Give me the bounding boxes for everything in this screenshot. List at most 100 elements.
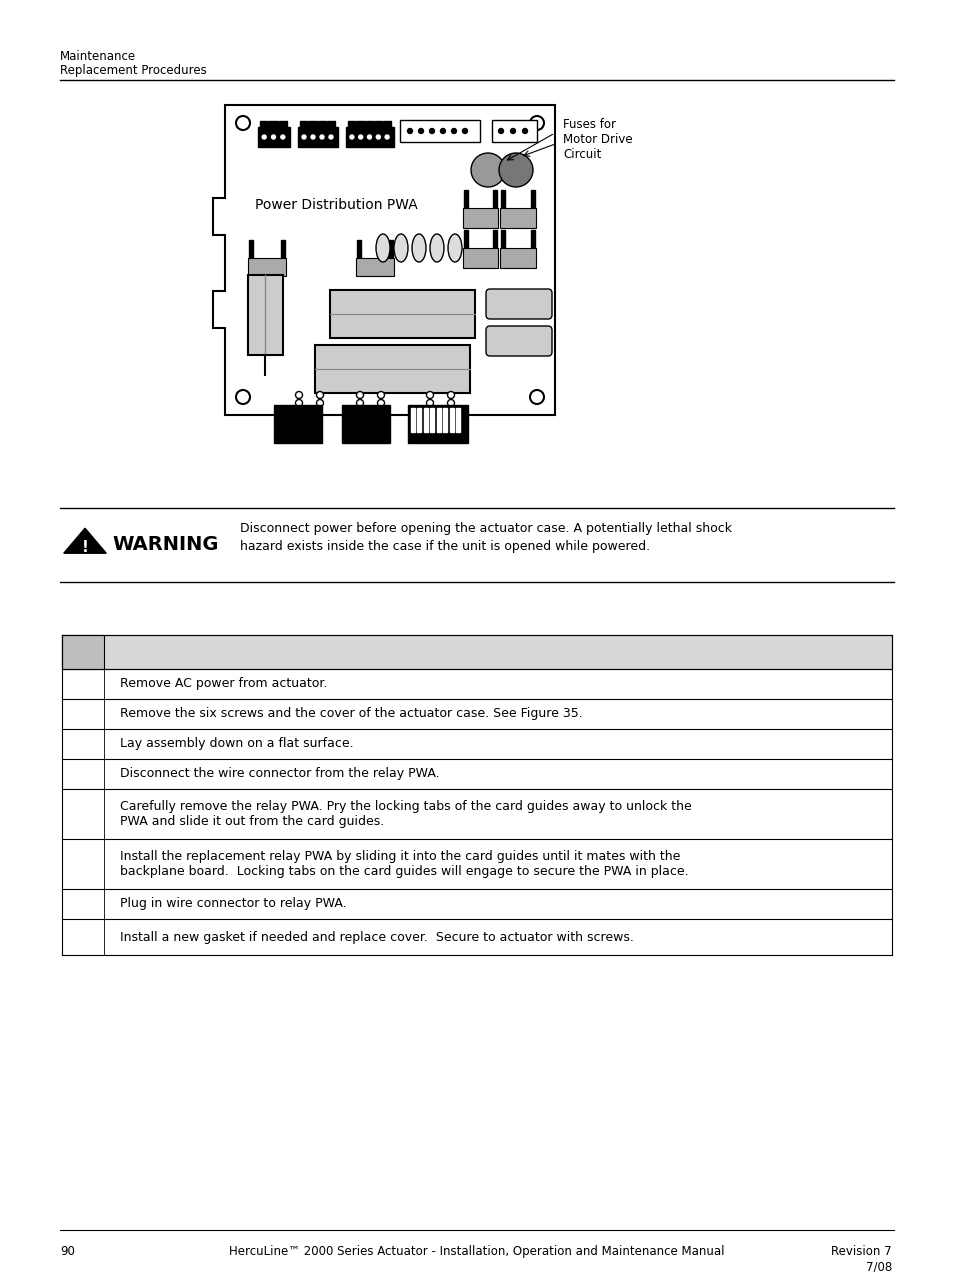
Text: Lay assembly down on a flat surface.: Lay assembly down on a flat surface. [120,738,354,750]
Circle shape [418,128,423,134]
Text: Fuses for
Motor Drive
Circuit: Fuses for Motor Drive Circuit [562,118,632,162]
Bar [317,121,326,127]
Circle shape [319,135,324,139]
Ellipse shape [448,234,461,262]
Circle shape [498,128,503,134]
Circle shape [295,399,302,407]
FancyBboxPatch shape [485,326,552,356]
Text: !: ! [81,541,89,555]
Circle shape [385,135,389,139]
Text: Install the replacement relay PWA by sliding it into the card guides until it ma: Install the replacement relay PWA by sli… [120,850,688,878]
Circle shape [522,128,527,134]
Bar [314,345,470,393]
Circle shape [377,399,384,407]
Circle shape [367,135,371,139]
Bar [500,248,536,268]
Text: Disconnect the wire connector from the relay PWA.: Disconnect the wire connector from the r… [120,767,439,781]
Text: Carefully remove the relay PWA. Pry the locking tabs of the card guides away to : Carefully remove the relay PWA. Pry the … [120,800,691,828]
Ellipse shape [412,234,426,262]
Bar [269,121,277,127]
Circle shape [462,128,467,134]
FancyBboxPatch shape [485,289,552,319]
Polygon shape [64,528,106,553]
Bar [399,120,479,142]
Ellipse shape [430,234,443,262]
Bar [531,190,535,209]
Bar [462,248,498,268]
Bar [330,290,475,338]
Text: Remove AC power from actuator.: Remove AC power from actuator. [120,678,327,691]
Circle shape [426,392,433,398]
Bar [278,121,287,127]
Circle shape [316,399,323,407]
Bar [374,121,382,127]
Circle shape [440,128,445,134]
Circle shape [530,116,543,130]
Circle shape [316,392,323,398]
Bar [408,404,468,435]
Bar [463,190,468,209]
Bar [274,435,322,443]
Bar [299,121,308,127]
Bar [493,190,497,209]
Bar [274,404,322,435]
Text: Plug in wire connector to relay PWA.: Plug in wire connector to relay PWA. [120,898,346,911]
Circle shape [358,135,362,139]
Bar [411,408,415,432]
Circle shape [510,128,515,134]
Bar [383,121,391,127]
Text: HercuLine™ 2000 Series Actuator - Installation, Operation and Maintenance Manual: HercuLine™ 2000 Series Actuator - Instal… [229,1245,724,1258]
Circle shape [447,392,454,398]
Text: Disconnect power before opening the actuator case. A potentially lethal shock
ha: Disconnect power before opening the actu… [240,522,731,553]
Bar [248,275,283,355]
Circle shape [530,391,543,404]
Bar [430,408,434,432]
Text: Power Distribution PWA: Power Distribution PWA [254,198,417,212]
Bar [463,230,468,248]
Bar [248,258,286,276]
Circle shape [377,392,384,398]
Circle shape [295,392,302,398]
Text: Revision 7
7/08: Revision 7 7/08 [830,1245,891,1272]
Bar [408,435,468,443]
Bar [355,258,394,276]
Circle shape [429,128,434,134]
Bar [62,635,104,669]
Circle shape [498,153,533,187]
Circle shape [262,135,266,139]
Bar [389,240,393,258]
Circle shape [302,135,306,139]
Bar [423,408,428,432]
Circle shape [356,392,363,398]
Bar [309,121,316,127]
Circle shape [471,153,504,187]
Ellipse shape [375,234,390,262]
Circle shape [375,135,380,139]
Bar [417,408,421,432]
Bar [260,121,268,127]
Circle shape [272,135,275,139]
Circle shape [447,399,454,407]
Bar [436,408,440,432]
Bar [450,408,454,432]
Circle shape [426,399,433,407]
Bar [341,404,390,435]
Bar [281,240,285,258]
Bar [62,635,891,669]
Bar [493,230,497,248]
Text: Maintenance: Maintenance [60,50,136,64]
Text: WARNING: WARNING [112,536,218,555]
Circle shape [407,128,412,134]
Bar [257,127,290,148]
Bar [356,240,360,258]
Circle shape [329,135,333,139]
Bar [462,209,498,228]
Polygon shape [213,106,555,415]
Bar [327,121,335,127]
Bar [341,435,390,443]
Text: Replacement Procedures: Replacement Procedures [60,64,207,78]
Circle shape [235,391,250,404]
Bar [297,127,337,148]
Bar [249,240,253,258]
Text: Install a new gasket if needed and replace cover.  Secure to actuator with screw: Install a new gasket if needed and repla… [120,931,633,944]
